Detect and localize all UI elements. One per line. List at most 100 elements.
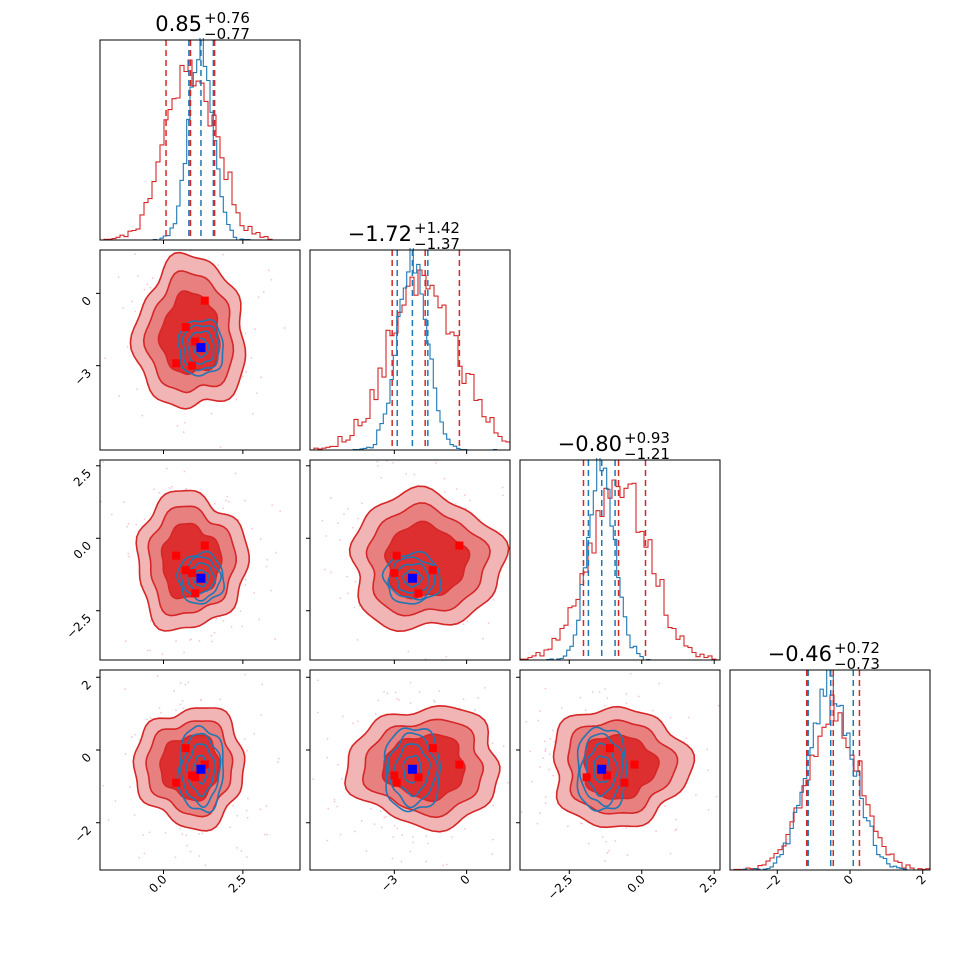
scatter-point: [259, 538, 262, 540]
scatter-point: [251, 412, 254, 415]
scatter-point: [246, 749, 248, 752]
hist-panel-1: [309, 248, 511, 451]
scatter-point: [110, 513, 113, 516]
panel-frame: [519, 669, 721, 871]
scatter-point: [427, 842, 429, 845]
scatter-point: [179, 703, 182, 706]
scatter-point: [128, 786, 131, 788]
scatter-point: [525, 720, 528, 723]
scatter-point: [407, 650, 410, 653]
scatter-point: [126, 525, 129, 528]
scatter-point: [464, 827, 466, 830]
scatter-point: [391, 857, 394, 860]
scatter-point: [156, 675, 159, 677]
scatter-point: [538, 766, 541, 768]
scatter-point: [158, 707, 161, 709]
scatter-point: [409, 850, 412, 853]
scatter-point: [341, 715, 344, 718]
panel-3-2: [494, 630, 721, 876]
scatter-point: [327, 807, 330, 810]
scatter-point: [694, 794, 697, 796]
scatter-point: [356, 638, 359, 641]
scatter-point: [336, 522, 339, 525]
scatter-point: [409, 702, 412, 705]
scatter-point: [511, 790, 513, 792]
scatter-point: [148, 831, 151, 834]
scatter-point: [394, 691, 397, 694]
scatter-point: [262, 290, 265, 293]
scatter-point: [644, 874, 646, 876]
scatter-point: [549, 738, 552, 740]
scatter-point: [560, 706, 563, 709]
scatter-point: [325, 535, 328, 537]
marker-red: [428, 566, 437, 575]
contour-blue: [192, 754, 210, 785]
scatter-point: [214, 502, 216, 505]
scatter-point: [274, 551, 277, 554]
scatter-point: [658, 682, 661, 685]
marker-red: [181, 744, 190, 753]
contour-blue: [180, 732, 222, 809]
scatter-point: [442, 864, 445, 867]
scatter-point: [323, 568, 326, 571]
scatter-point: [392, 461, 395, 464]
scatter-point: [168, 486, 171, 489]
scatter-point: [137, 275, 139, 278]
scatter-point: [118, 395, 120, 397]
title-value: 0.85: [155, 12, 202, 36]
scatter-point: [625, 702, 628, 705]
marker-blue: [407, 573, 417, 583]
scatter-point: [204, 864, 207, 867]
scatter-point: [114, 800, 117, 802]
scatter-point: [152, 436, 154, 438]
scatter-point: [149, 619, 152, 622]
scatter-point: [715, 796, 718, 798]
scatter-point: [526, 749, 528, 751]
scatter-point: [316, 679, 319, 682]
scatter-point: [147, 653, 149, 655]
scatter-point: [122, 307, 124, 309]
scatter-point: [233, 217, 235, 219]
scatter-point: [347, 592, 349, 595]
scatter-point: [257, 296, 260, 298]
scatter-point: [183, 470, 186, 473]
marker-red: [200, 296, 209, 305]
scatter-point: [235, 398, 238, 401]
x-tick-label: 2.5: [697, 872, 720, 895]
scatter-point: [236, 814, 239, 817]
scatter-point: [393, 824, 396, 827]
scatter-point: [591, 691, 594, 693]
panel-3-1: [309, 669, 530, 871]
histogram-red: [100, 59, 300, 240]
scatter-point: [190, 638, 193, 640]
scatter-point: [258, 618, 261, 621]
title-param-1: −1.72 +1.42−1.37: [348, 219, 460, 253]
panel-frame: [309, 669, 511, 871]
scatter-point: [175, 640, 177, 642]
contour-blue: [176, 318, 225, 377]
hist-panel-3: [729, 669, 931, 871]
contour-blue: [387, 731, 439, 809]
scatter-point: [204, 456, 206, 458]
scatter-point: [672, 630, 674, 632]
marker-red: [188, 361, 197, 370]
scatter-point: [298, 543, 300, 545]
scatter-point: [664, 805, 666, 808]
scatter-point: [425, 860, 427, 863]
scatter-point: [185, 834, 188, 837]
scatter-point: [138, 856, 141, 859]
panel-2-1: [298, 459, 511, 661]
scatter-point: [222, 507, 225, 510]
scatter-point: [266, 558, 269, 561]
marker-blue: [196, 343, 206, 353]
scatter-point: [217, 264, 220, 266]
scatter-point: [528, 708, 530, 710]
scatter-point: [346, 575, 348, 578]
scatter-point: [494, 800, 496, 802]
scatter-point: [134, 733, 137, 736]
scatter-point: [374, 713, 377, 716]
hist-panel-0: [99, 38, 301, 241]
scatter-point: [625, 693, 628, 695]
scatter-point: [107, 819, 110, 821]
